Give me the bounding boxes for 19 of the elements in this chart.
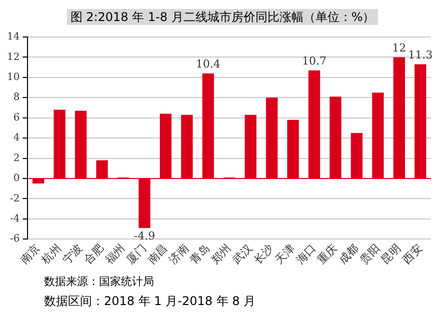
chart-title: 图 2:2018 年 1-8 月二线城市房价同比涨幅（单位：%） (67, 9, 378, 25)
data-label: 10.4 (196, 58, 220, 71)
data-label: -4.9 (134, 229, 156, 242)
y-tick-label: -2 (10, 193, 20, 204)
y-tick-label: 6 (13, 112, 20, 124)
y-tick-label: 14 (6, 32, 20, 43)
y-tick-label: 10 (6, 72, 20, 84)
y-tick-label: 4 (13, 132, 20, 144)
text: 数据区间：2018 年 1 月-2018 年 8 月 (44, 293, 256, 310)
data-label: 12 (392, 42, 406, 55)
y-tick-label: 8 (13, 92, 20, 104)
source-note: 数据来源：国家统计局 (44, 274, 154, 289)
y-tick-label: 2 (13, 152, 20, 164)
y-tick-label: 12 (6, 52, 20, 63)
y-tick-label: -4 (10, 213, 20, 224)
data-label: 10.7 (302, 54, 327, 68)
y-tick-label: -6 (10, 234, 20, 245)
data-label: 11.3 (408, 48, 433, 62)
y-tick-label: 0 (13, 173, 20, 184)
